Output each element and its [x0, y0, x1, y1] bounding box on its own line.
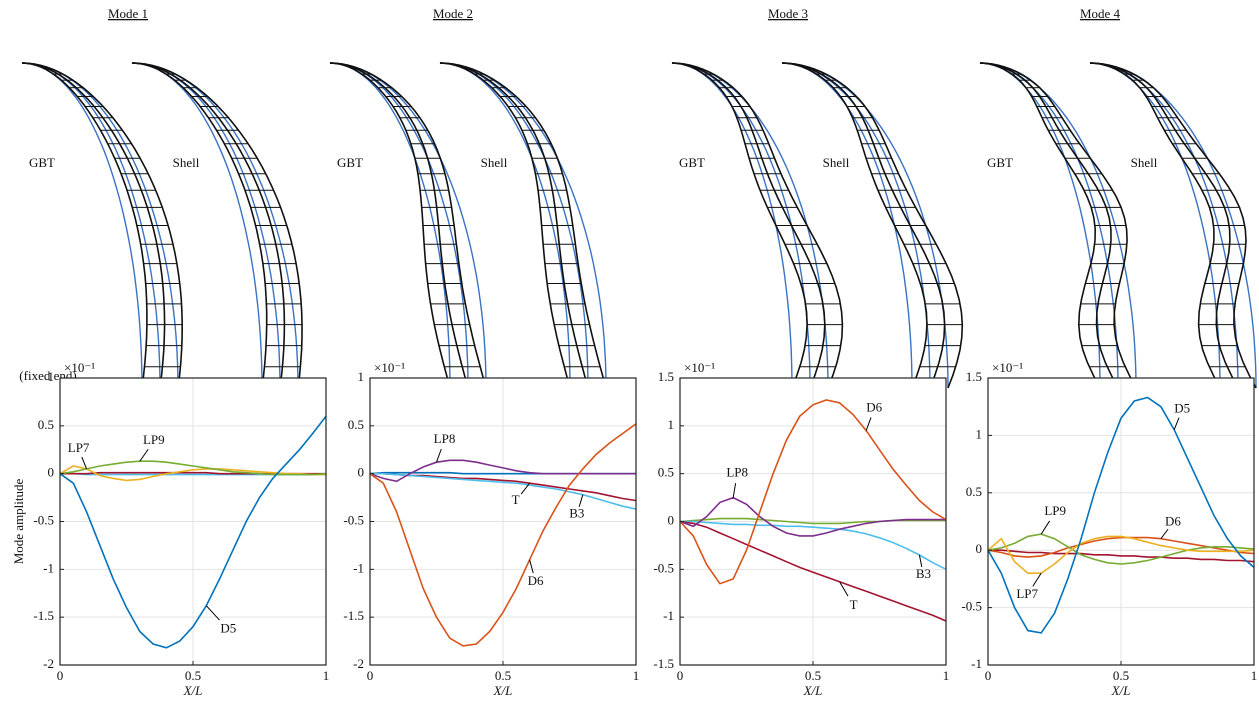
annotation: Shell [481, 155, 508, 170]
y-tick-label: -0.5 [961, 599, 982, 614]
x-tick-label: 1 [323, 668, 330, 683]
y-tick-label: -0.5 [343, 512, 364, 527]
series-label: D5 [1174, 401, 1190, 416]
x-tick-label: 1 [633, 668, 640, 683]
mesh-line [330, 63, 486, 388]
annotation: Shell [173, 155, 200, 170]
mesh-line [330, 63, 486, 388]
series-label: LP9 [143, 432, 165, 447]
series-label: D5 [220, 621, 236, 636]
x-tick-label: 0.5 [805, 668, 821, 683]
y-tick-label: -1 [971, 656, 982, 671]
y-tick-label: 1.5 [966, 369, 982, 384]
panel-title: Mode 1 [108, 6, 148, 21]
y-tick-label: 1 [48, 369, 55, 384]
y-tick-label: 1 [358, 369, 365, 384]
y-tick-label: 1 [976, 426, 983, 441]
y-multiplier: ×10⁻¹ [374, 360, 405, 375]
y-tick-label: 0.5 [38, 417, 54, 432]
y-tick-label: -0.5 [653, 560, 674, 575]
series-label: D6 [866, 400, 882, 415]
series-label: D6 [1165, 514, 1181, 529]
x-axis-label: X/L [803, 683, 823, 698]
y-tick-label: 0 [48, 465, 55, 480]
x-tick-label: 0.5 [185, 668, 201, 683]
series-label: LP8 [726, 465, 748, 480]
series-label: T [850, 597, 858, 612]
y-tick-label: 0 [358, 465, 365, 480]
y-tick-label: 1 [668, 417, 675, 432]
series-label: D6 [528, 573, 544, 588]
annotation: GBT [679, 155, 705, 170]
x-tick-label: 1 [943, 668, 950, 683]
panel-title: Mode 3 [768, 6, 808, 21]
x-axis-label: X/L [493, 683, 513, 698]
y-tick-label: -2 [43, 656, 54, 671]
mesh-line [672, 63, 842, 388]
y-tick-label: -1 [43, 560, 54, 575]
y-multiplier: ×10⁻¹ [64, 360, 95, 375]
y-tick-label: -1 [663, 608, 674, 623]
series-label: LP8 [434, 431, 456, 446]
x-tick-label: 0.5 [495, 668, 511, 683]
y-tick-label: 0.5 [658, 465, 674, 480]
series-label: T [512, 492, 520, 507]
x-tick-label: 0 [985, 668, 992, 683]
y-tick-label: 0 [668, 512, 675, 527]
series-label: LP9 [1044, 503, 1066, 518]
y-axis-label: Mode amplitude [11, 478, 26, 564]
mesh-illustration [330, 63, 606, 388]
y-tick-label: -2 [353, 656, 364, 671]
y-tick-label: 1.5 [658, 369, 674, 384]
mesh-line [672, 63, 792, 388]
y-tick-label: 0 [976, 541, 983, 556]
y-tick-label: -1 [353, 560, 364, 575]
y-tick-label: -1.5 [33, 608, 54, 623]
x-axis-label: X/L [1111, 683, 1131, 698]
x-tick-label: 0 [677, 668, 684, 683]
y-tick-label: -1.5 [653, 656, 674, 671]
y-tick-label: -1.5 [343, 608, 364, 623]
panel-title: Mode 4 [1080, 6, 1121, 21]
annotation: GBT [337, 155, 363, 170]
y-multiplier: ×10⁻¹ [684, 360, 715, 375]
y-tick-label: 0.5 [348, 417, 364, 432]
series-label: B3 [569, 506, 584, 521]
panel-title: Mode 2 [433, 6, 473, 21]
mesh-illustration [980, 63, 1256, 388]
y-tick-label: -0.5 [33, 512, 54, 527]
annotation: GBT [987, 155, 1013, 170]
y-tick-label: 0.5 [966, 484, 982, 499]
series-label: LP7 [68, 440, 90, 455]
mesh-illustration [22, 63, 302, 388]
x-axis-label: X/L [183, 683, 203, 698]
y-multiplier: ×10⁻¹ [992, 360, 1023, 375]
series-label: LP7 [1016, 586, 1038, 601]
x-tick-label: 0 [57, 668, 64, 683]
mesh-line [980, 63, 1100, 388]
x-tick-label: 1 [1251, 668, 1258, 683]
x-tick-label: 0 [367, 668, 374, 683]
annotation: Shell [823, 155, 850, 170]
annotation: GBT [29, 155, 55, 170]
mesh-illustration [672, 63, 962, 388]
figure: Mode 1GBTShell(fixed end)LP7LP9D500.51-2… [0, 0, 1259, 709]
mesh-line [22, 63, 142, 388]
annotation: Shell [1131, 155, 1158, 170]
series-label: B3 [916, 566, 931, 581]
x-tick-label: 0.5 [1113, 668, 1129, 683]
